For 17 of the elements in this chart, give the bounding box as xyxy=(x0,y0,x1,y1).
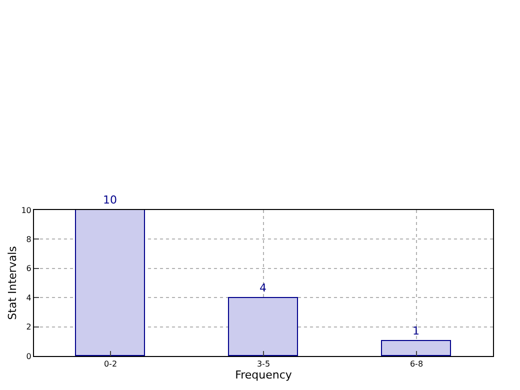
y-tick-label: 6 xyxy=(26,264,32,274)
bar xyxy=(228,297,298,356)
x-tick-label: 6-8 xyxy=(410,360,424,369)
x-axis-title: Frequency xyxy=(235,368,292,382)
y-tick-label: 0 xyxy=(26,352,32,361)
x-tick-label: 0-2 xyxy=(104,360,118,369)
y-tick-label: 8 xyxy=(26,235,32,244)
data-label: 4 xyxy=(260,282,266,294)
data-label: 1 xyxy=(412,324,420,338)
y-tick-label: 10 xyxy=(21,206,32,215)
y-tick-label: 4 xyxy=(26,293,32,302)
bar xyxy=(381,340,451,356)
x-tick-label: 3-5 xyxy=(256,360,270,369)
y-tick-label: 2 xyxy=(26,322,32,332)
data-label: 10 xyxy=(103,194,117,206)
bar xyxy=(75,210,145,356)
y-axis-title: Stat Intervals xyxy=(6,246,19,320)
